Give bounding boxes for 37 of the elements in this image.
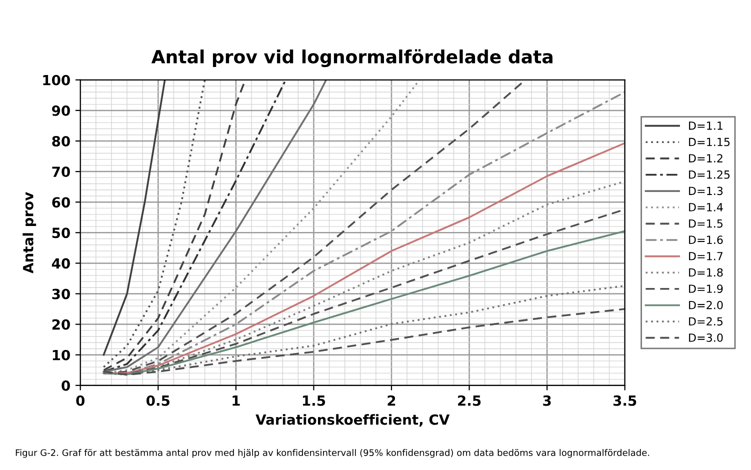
- legend-label: D=1.9: [689, 284, 723, 293]
- y-tick-label: 90: [52, 105, 70, 116]
- legend-label: D=1.15: [689, 138, 730, 146]
- legend-label: D=1.7: [689, 252, 723, 260]
- y-tick-label: 20: [52, 319, 70, 330]
- legend-label: D=1.1: [689, 122, 722, 130]
- legend-label: D=3.0: [689, 333, 723, 342]
- y-tick-label: 80: [52, 136, 70, 146]
- x-tick-label: 0.5: [146, 395, 170, 406]
- legend-label: D=2.0: [689, 300, 723, 310]
- legend-label: D=1.4: [689, 203, 723, 212]
- x-tick-label: 3.5: [613, 395, 636, 406]
- legend-label: D=1.3: [689, 186, 723, 196]
- x-tick-label: 0: [76, 395, 85, 406]
- y-tick-label: 70: [52, 166, 70, 178]
- y-tick-label: 30: [52, 288, 70, 300]
- y-tick-label: 10: [52, 350, 70, 360]
- x-tick-label: 3: [543, 395, 551, 406]
- legend-label: D=1.8: [689, 268, 723, 277]
- legend-label: D=2.5: [689, 317, 723, 326]
- y-tick-label: 50: [52, 228, 70, 238]
- x-tick-label: 1.5: [302, 396, 326, 406]
- text: Figur G-2. Graf för att bestämma antal prov med hjälp av konfidensintervall (95% konfidensgrad) om data bedöms vara lognormalfördelade.: [16, 449, 650, 458]
- y-axis-title: Antal prov: [22, 192, 36, 274]
- x-tick-label: 2: [388, 395, 396, 406]
- legend-label: D=1.2: [689, 154, 722, 162]
- y-tick-label: 40: [52, 258, 70, 269]
- y-tick-label: 60: [52, 197, 70, 208]
- legend-label: D=1.5: [689, 219, 723, 228]
- y-tick-label: 0: [62, 380, 70, 391]
- legend-label: D=1.25: [689, 170, 730, 179]
- legend-label: D=1.6: [689, 236, 723, 244]
- x-tick-label: 2.5: [458, 395, 481, 406]
- chart-title: Antal prov vid lognormalfördelade data: [151, 49, 552, 68]
- y-tick-label: 100: [43, 74, 70, 86]
- x-axis-title: Variationskoefficient, CV: [256, 414, 450, 427]
- x-tick-label: 1: [232, 396, 240, 406]
